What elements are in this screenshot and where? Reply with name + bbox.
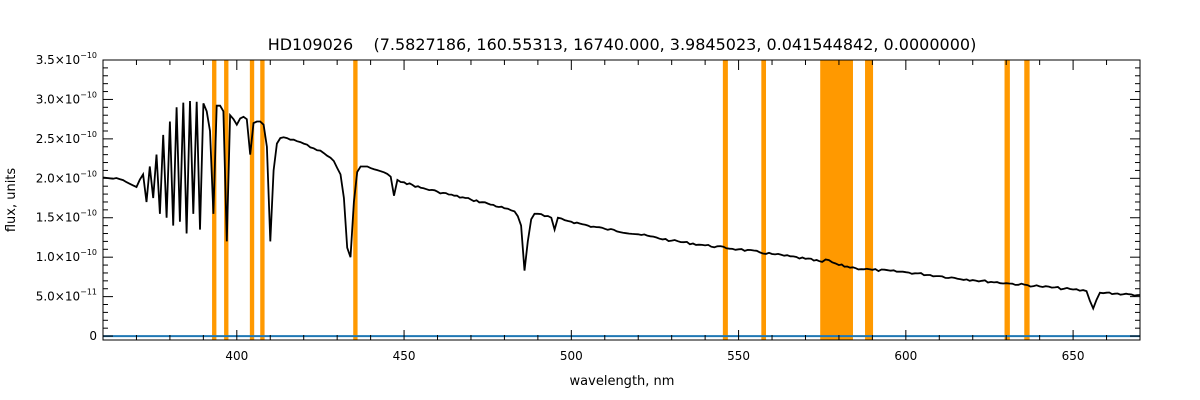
series-lines xyxy=(102,100,1141,338)
y-tick-label-1: 5.0×10−11 xyxy=(36,288,97,304)
y-tick-exponent: −10 xyxy=(80,130,97,139)
y-tick-exponent: −10 xyxy=(80,169,97,178)
y-tick-exponent: −10 xyxy=(80,209,97,218)
y-tick-label-7: 3.5×10−10 xyxy=(36,51,97,67)
y-tick-exponent: −10 xyxy=(80,51,97,60)
masked-band-3 xyxy=(260,60,265,340)
x-tick-label-550: 550 xyxy=(727,349,750,363)
x-tick-label-650: 650 xyxy=(1062,349,1085,363)
masked-bands xyxy=(212,60,1030,340)
masked-band-4 xyxy=(353,60,358,340)
y-axis-label: flux, units xyxy=(4,168,19,233)
y-tick-exponent: −10 xyxy=(80,248,97,257)
y-tick-label-5: 2.5×10−10 xyxy=(36,130,97,146)
chart-title: HD109026 (7.5827186, 160.55313, 16740.00… xyxy=(268,35,977,54)
series-line-0 xyxy=(102,100,1141,311)
y-tick-label-4: 2.0×10−10 xyxy=(36,169,97,185)
y-tick-label-3: 1.5×10−10 xyxy=(36,209,97,225)
y-tick-exponent: −10 xyxy=(80,90,97,99)
x-axis-ticks: 400 450 500 550 600 650 xyxy=(102,60,1141,363)
y-tick-label-6: 3.0×10−10 xyxy=(36,90,97,106)
masked-band-9 xyxy=(1004,60,1010,340)
masked-band-6 xyxy=(761,60,767,340)
masked-band-2 xyxy=(249,60,255,340)
y-tick-label-0: 0 xyxy=(89,329,97,343)
y-tick-exponent: −11 xyxy=(80,288,97,297)
y-tick-label-2: 1.0×10−10 xyxy=(36,248,97,264)
x-tick-label-500: 500 xyxy=(560,349,583,363)
masked-band-8 xyxy=(865,60,874,340)
masked-band-5 xyxy=(722,60,728,340)
masked-band-7 xyxy=(820,60,853,340)
plot-frame xyxy=(102,59,1141,341)
masked-band-10 xyxy=(1024,60,1030,340)
x-tick-label-600: 600 xyxy=(894,349,917,363)
x-tick-label-450: 450 xyxy=(393,349,416,363)
x-tick-label-400: 400 xyxy=(225,349,248,363)
x-axis-label: wavelength, nm xyxy=(570,374,675,389)
